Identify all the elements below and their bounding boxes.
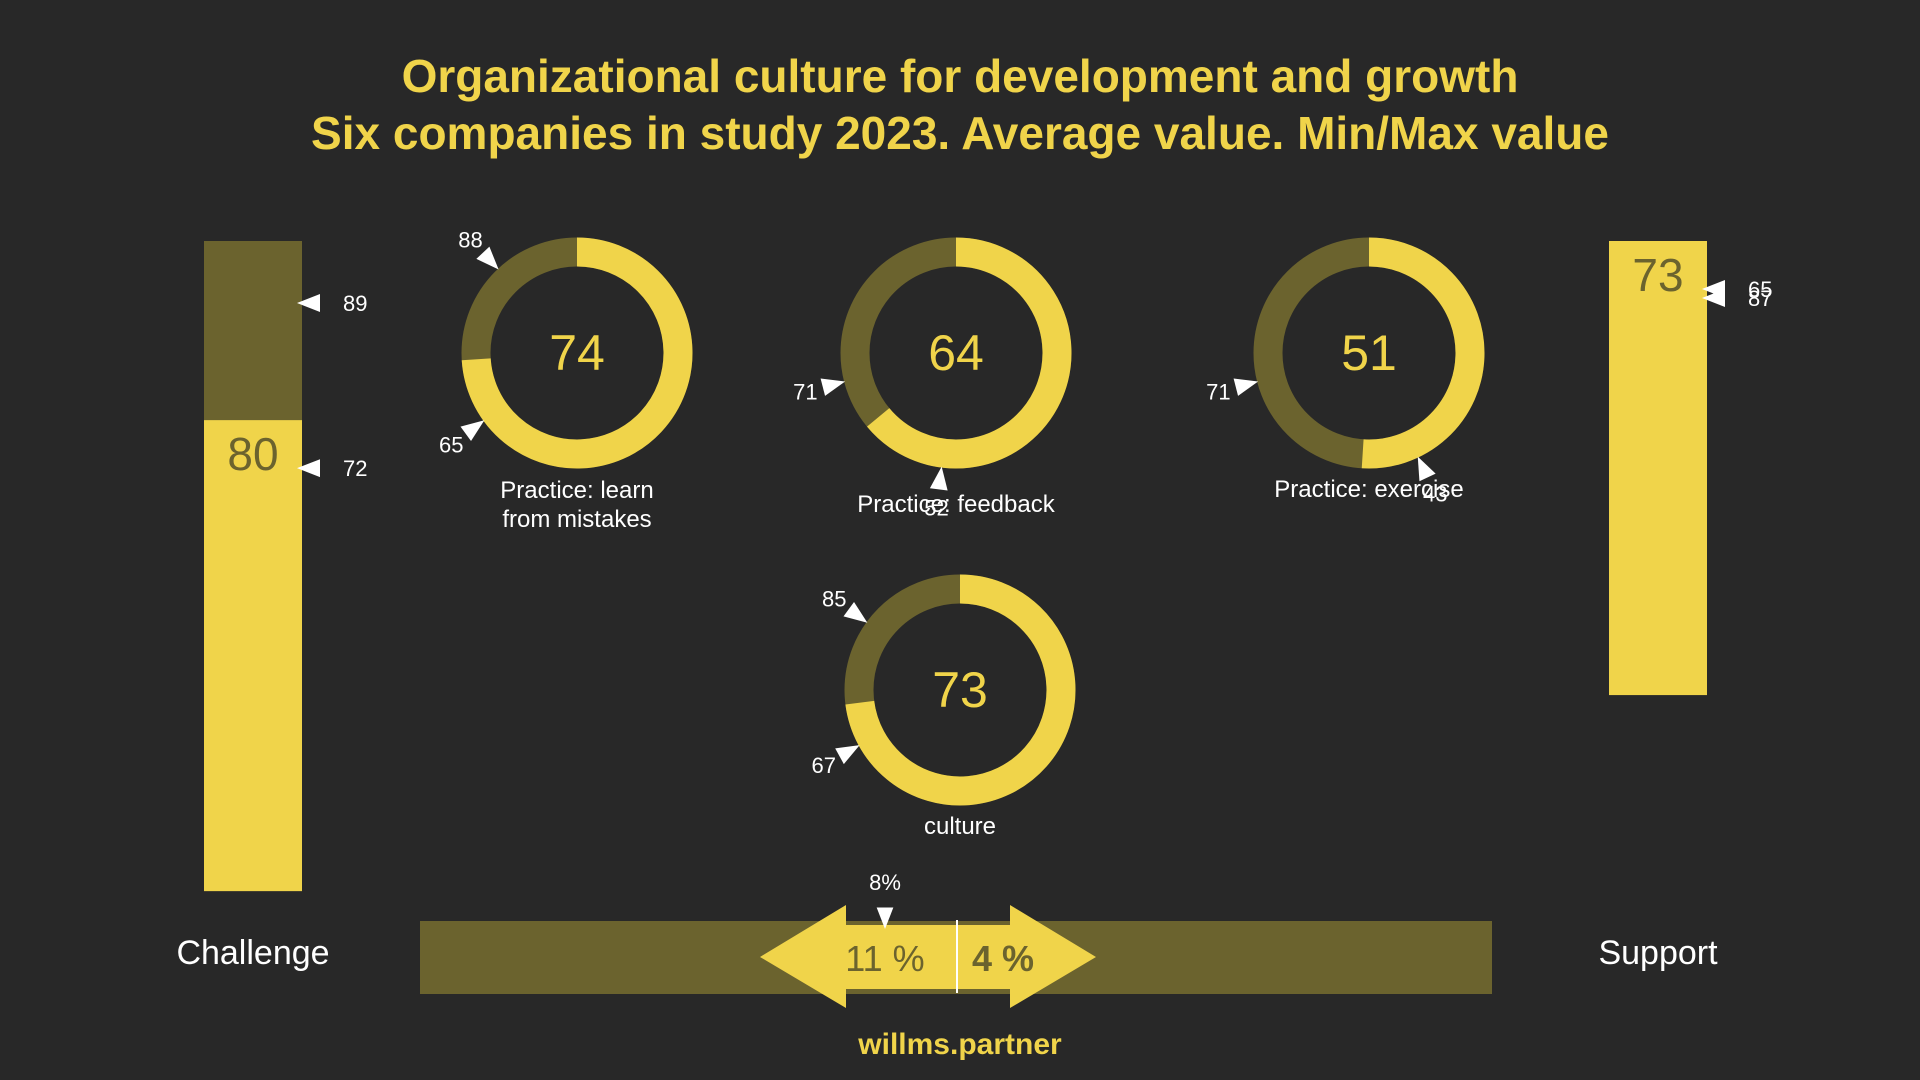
bar-max-label: 87 [1748, 286, 1772, 311]
bar-average-fill [1609, 241, 1707, 696]
donut-marker [835, 745, 860, 765]
donut-category-label: Practice: feedback [857, 491, 1055, 518]
bar-average-fill [204, 420, 302, 892]
bar-min-marker [1702, 280, 1725, 298]
donut-marker-label: 85 [822, 587, 846, 612]
donut-marker-label: 71 [793, 380, 817, 405]
bar-max-label: 89 [343, 291, 367, 316]
donut-marker-label: 88 [458, 228, 482, 253]
donut-average-label: 51 [1341, 325, 1397, 381]
donut-marker-label: 52 [924, 495, 948, 520]
bar-average-label: 73 [1632, 249, 1683, 301]
donut-category-label: from mistakes [502, 506, 651, 533]
donut-average-arc [845, 574, 1076, 806]
donut-average-arc [461, 237, 693, 469]
donut-marker-label: 43 [1423, 482, 1447, 507]
donut-average-label: 73 [932, 662, 988, 718]
donut-average-arc [1361, 237, 1485, 469]
footer-brand: willms.partner [858, 1028, 1062, 1061]
title-line-1: Organizational culture for development a… [401, 50, 1519, 102]
donut-category-label: Practice: exercise [1274, 476, 1463, 503]
balance-marker [876, 907, 894, 929]
donut-average-label: 64 [928, 325, 984, 381]
donut-category-label: Practice: learn [500, 477, 653, 504]
donut-marker [460, 420, 485, 442]
donut-marker [1233, 378, 1259, 396]
donut-marker [1417, 456, 1436, 482]
donut-marker-label: 71 [1206, 380, 1230, 405]
bar-min-marker [297, 459, 320, 478]
donut-average-label: 74 [549, 325, 605, 381]
donut-marker [820, 378, 846, 396]
title-line-2: Six companies in study 2023. Average val… [311, 107, 1609, 159]
bar-average-label: 80 [227, 428, 278, 480]
bar-min-label: 65 [1748, 277, 1772, 302]
donut-marker [843, 601, 868, 623]
bar-max-marker [297, 294, 320, 312]
balance-left-arrow [760, 905, 956, 1008]
donut-marker [476, 246, 499, 270]
donut-marker-label: 67 [811, 753, 835, 778]
donut-marker-label: 65 [439, 432, 463, 457]
donut-average-arc [867, 237, 1072, 469]
balance-right-value: 4 % [972, 938, 1034, 979]
balance-left-label: Challenge [176, 934, 329, 972]
balance-left-value: 11 % [845, 938, 924, 979]
donut-category-label: culture [924, 813, 996, 840]
balance-right-label: Support [1598, 934, 1718, 972]
balance-right-arrow [958, 905, 1096, 1008]
balance-marker-label: 8% [869, 870, 901, 895]
chart-title: Organizational culture for development a… [0, 48, 1920, 162]
bar-min-label: 72 [343, 456, 367, 481]
donut-marker [929, 466, 948, 491]
